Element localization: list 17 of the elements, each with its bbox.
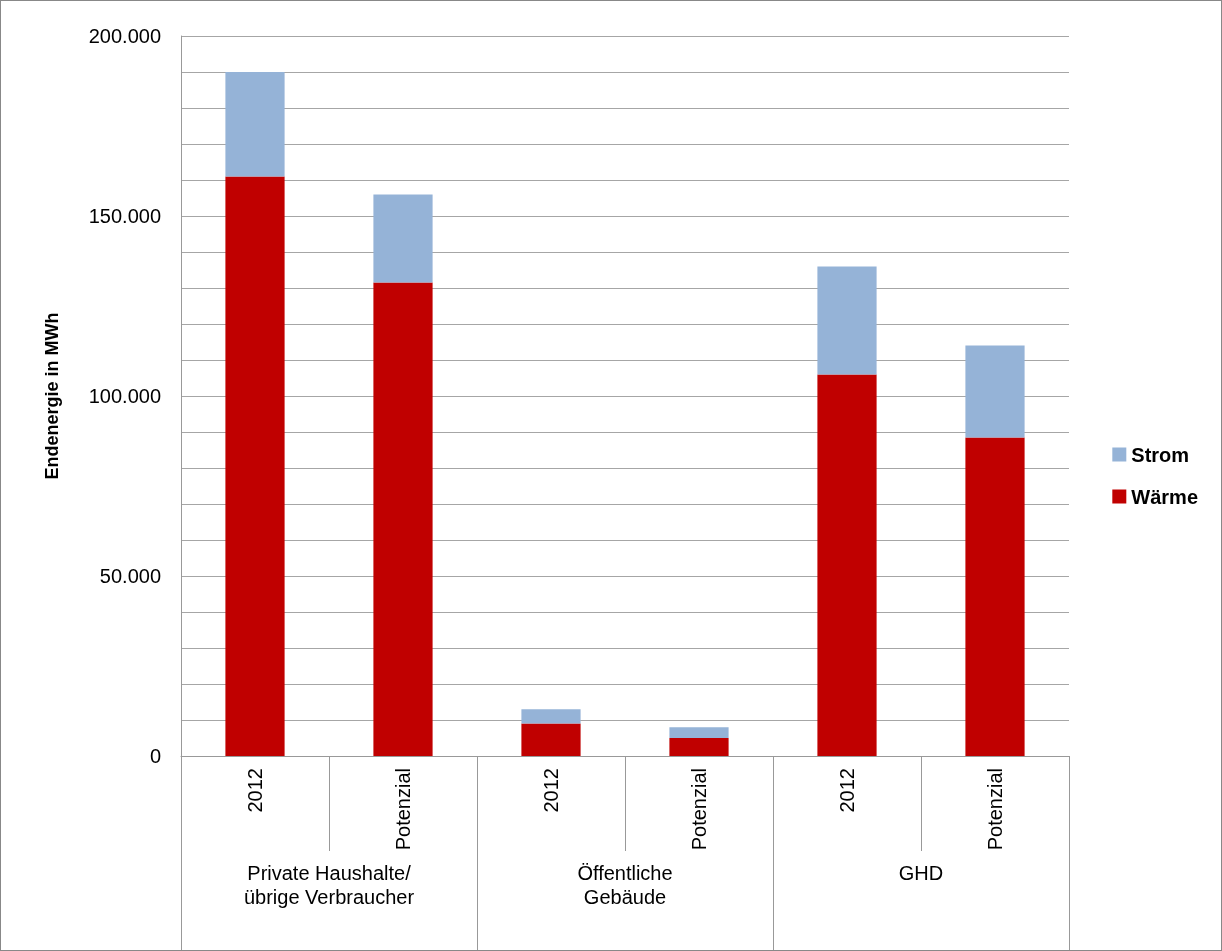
x-tick-label: Potenzial [688,768,710,851]
text: Öffentliche Gebäude [577,862,673,908]
text: Private Haushalte/ übrige Verbraucher [243,862,415,908]
x-tick-label: 2012 [244,768,266,813]
y-tick-label: 150.000 [88,205,161,227]
legend-label: Strom [1131,443,1190,466]
x-tick-label: 2012 [540,768,562,813]
legend-label: Wärme [1131,485,1199,508]
y-tick-label: 200.000 [88,25,161,47]
y-axis-title: Endenergie in MWh [42,312,62,480]
y-tick-label: 50.000 [99,565,161,587]
x-tick-label: Potenzial [392,768,414,851]
text: GHD [898,862,944,884]
y-tick-label: 100.000 [88,385,161,407]
x-tick-label: 2012 [836,768,858,813]
y-tick-label: 0 [149,745,161,767]
x-tick-label: Potenzial [984,768,1006,851]
